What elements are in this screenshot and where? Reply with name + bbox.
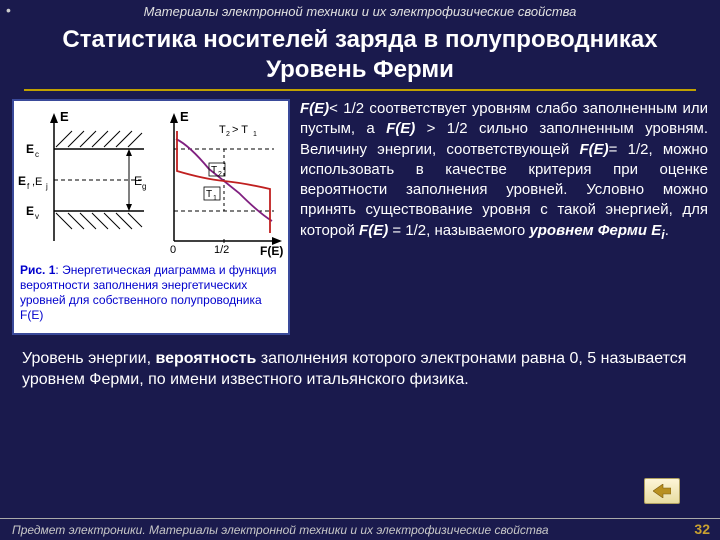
svg-text:2: 2 bbox=[218, 171, 222, 178]
svg-text:E: E bbox=[26, 142, 34, 156]
secondary-paragraph: Уровень энергии, вероятность заполнения … bbox=[0, 335, 720, 391]
title-line2: Уровень Ферми bbox=[0, 55, 720, 85]
svg-text:T: T bbox=[206, 189, 212, 200]
svg-text:T: T bbox=[211, 165, 217, 176]
svg-text:,E: ,E bbox=[32, 176, 42, 188]
svg-text:1: 1 bbox=[213, 195, 217, 202]
caption-text: : Энергетическая диаграмма и функция вер… bbox=[20, 263, 277, 322]
svg-text:c: c bbox=[35, 150, 39, 159]
svg-text:0: 0 bbox=[170, 244, 176, 256]
svg-text:E: E bbox=[26, 204, 34, 218]
prev-slide-button[interactable] bbox=[644, 478, 680, 504]
svg-text:v: v bbox=[35, 212, 39, 221]
main-paragraph: F(E)< 1/2 соответствует уровням слабо за… bbox=[300, 99, 708, 335]
header-subtitle: Материалы электронной техники и их элект… bbox=[0, 0, 720, 19]
svg-text:1/2: 1/2 bbox=[214, 244, 229, 256]
svg-text:F(E): F(E) bbox=[260, 244, 283, 258]
svg-text:E: E bbox=[134, 174, 142, 188]
slide-title: Статистика носителей заряда в полупровод… bbox=[0, 19, 720, 85]
figure-caption: Рис. 1: Энергетическая диаграмма и функц… bbox=[14, 259, 288, 327]
corner-dot: • bbox=[6, 2, 11, 18]
svg-text:E: E bbox=[180, 109, 189, 124]
footer-bar: Предмет электроники. Материалы электронн… bbox=[0, 518, 720, 540]
svg-text:1: 1 bbox=[253, 131, 257, 138]
svg-text:g: g bbox=[142, 182, 146, 191]
svg-text:f: f bbox=[27, 182, 30, 191]
figure-box: E Eg Ec Ef bbox=[12, 99, 290, 335]
svg-text:T: T bbox=[219, 124, 226, 136]
svg-text:E: E bbox=[60, 109, 69, 124]
svg-text:j: j bbox=[45, 182, 48, 191]
footer-text: Предмет электроники. Материалы электронн… bbox=[12, 523, 549, 537]
energy-diagram: E Eg Ec Ef bbox=[14, 101, 288, 259]
title-line1: Статистика носителей заряда в полупровод… bbox=[0, 25, 720, 55]
caption-label: Рис. 1 bbox=[20, 263, 55, 277]
svg-text:2: 2 bbox=[226, 131, 230, 138]
arrow-left-icon bbox=[653, 484, 671, 498]
content-row: E Eg Ec Ef bbox=[0, 99, 720, 335]
svg-text:> T: > T bbox=[232, 124, 248, 136]
title-underline bbox=[24, 89, 696, 91]
svg-text:E: E bbox=[18, 174, 26, 188]
page-number: 32 bbox=[694, 521, 710, 537]
